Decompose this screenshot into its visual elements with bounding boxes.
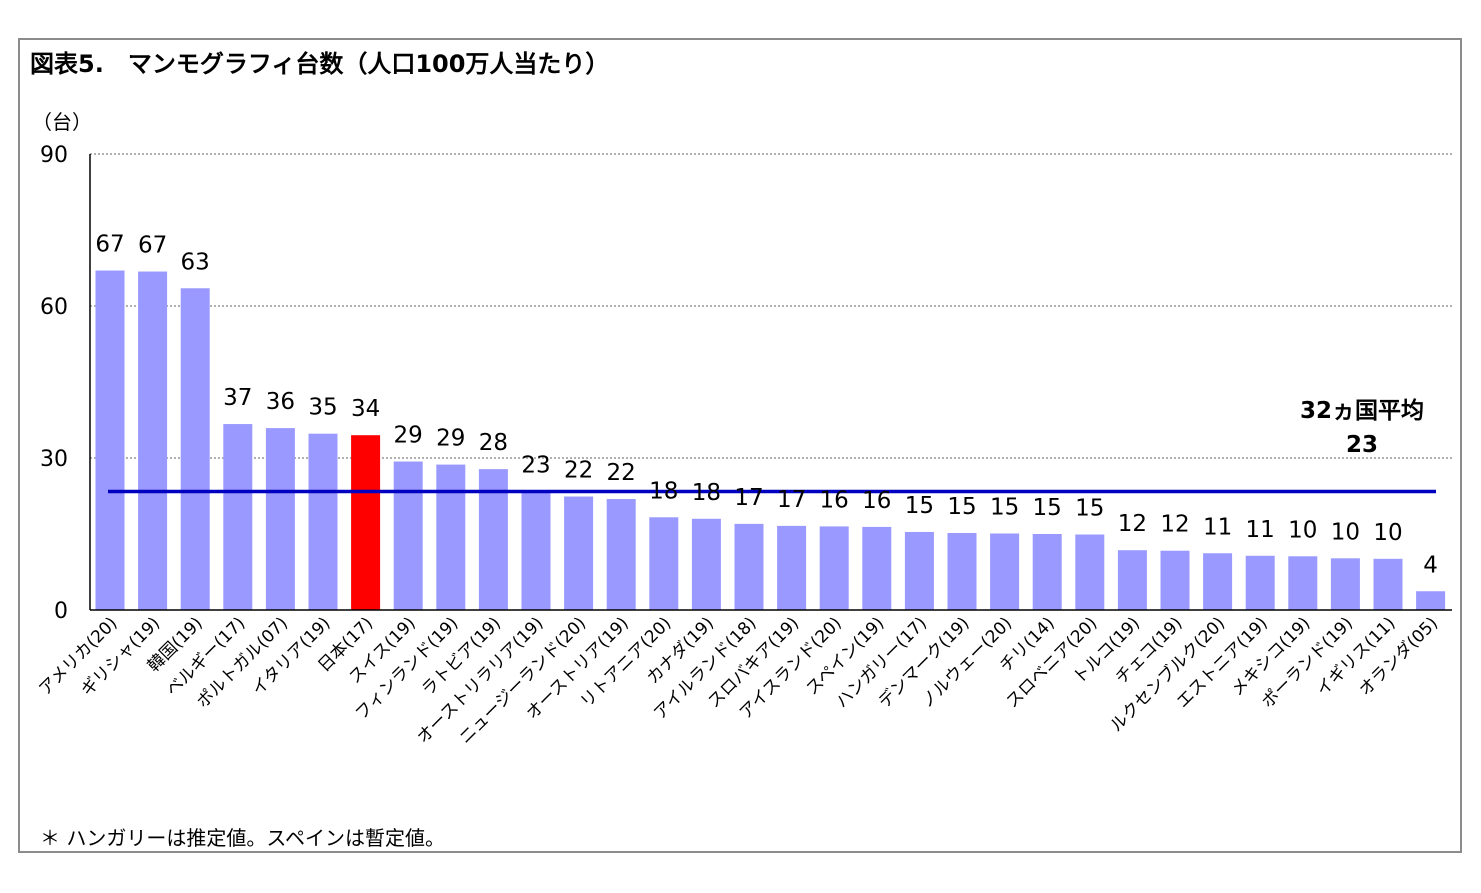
chart-title: 図表5. マンモグラフィ台数（人口100万人当たり） (30, 50, 610, 78)
bar (308, 433, 338, 610)
bar (691, 518, 721, 610)
y-tick-label: 90 (40, 143, 68, 168)
bar (521, 491, 551, 610)
footnote: ＊ ハンガリーは推定値。スペインは暫定値。 (40, 826, 445, 850)
bar (180, 288, 210, 610)
bar (95, 270, 125, 610)
bar (223, 424, 253, 610)
bar (1032, 534, 1062, 610)
bar (393, 461, 423, 610)
y-tick-label: 60 (40, 295, 68, 320)
data-label: 18 (692, 480, 721, 506)
data-label: 35 (308, 395, 337, 421)
data-label: 16 (820, 487, 849, 513)
data-label: 28 (479, 430, 508, 456)
data-label: 15 (905, 493, 934, 519)
data-label: 15 (990, 494, 1019, 520)
bar (1288, 556, 1318, 610)
bar (862, 526, 892, 610)
y-axis-unit-label: （台） (32, 110, 92, 134)
bar (819, 526, 849, 610)
chart-frame (18, 38, 1462, 853)
bar (265, 428, 295, 610)
bar (606, 499, 636, 610)
y-tick-label: 0 (54, 599, 68, 624)
data-label: 67 (138, 233, 167, 259)
bar (904, 531, 934, 610)
bar (777, 525, 807, 610)
data-label: 36 (266, 389, 295, 415)
data-label: 29 (394, 423, 423, 449)
data-label: 10 (1373, 520, 1402, 546)
data-label: 15 (947, 494, 976, 520)
bar (436, 464, 466, 610)
bar (351, 435, 381, 610)
data-label: 17 (734, 485, 763, 511)
bar (1075, 534, 1105, 610)
data-label: 12 (1160, 512, 1189, 538)
data-label: 34 (351, 396, 380, 422)
bar (1160, 550, 1190, 610)
data-label: 16 (862, 488, 891, 514)
bar (1117, 550, 1147, 610)
data-label: 4 (1423, 552, 1438, 578)
data-label: 37 (223, 385, 252, 411)
data-label: 17 (777, 487, 806, 513)
bar (1330, 558, 1360, 610)
y-tick-label: 30 (40, 447, 68, 472)
bar (1416, 591, 1446, 610)
bar (1373, 558, 1403, 610)
data-label: 22 (564, 458, 593, 484)
data-label: 15 (1033, 495, 1062, 521)
bar (990, 533, 1020, 610)
data-label: 29 (436, 426, 465, 452)
bar (564, 496, 594, 610)
data-label: 12 (1118, 511, 1147, 537)
data-label: 22 (607, 460, 636, 486)
data-label: 23 (521, 452, 550, 478)
data-label: 10 (1288, 517, 1317, 543)
data-label: 67 (95, 232, 124, 258)
data-label: 11 (1246, 517, 1275, 543)
data-label: 11 (1203, 514, 1232, 540)
data-label: 63 (181, 249, 210, 275)
data-label: 10 (1331, 519, 1360, 545)
bar (734, 523, 764, 610)
bar (649, 517, 679, 610)
bar (947, 532, 977, 610)
average-value: 23 (1346, 432, 1378, 458)
average-label: 32ヵ国平均 (1300, 397, 1424, 424)
data-label: 18 (649, 478, 678, 504)
data-label: 15 (1075, 496, 1104, 522)
bar (138, 271, 168, 610)
bar (1245, 555, 1275, 610)
bar (1203, 553, 1233, 610)
